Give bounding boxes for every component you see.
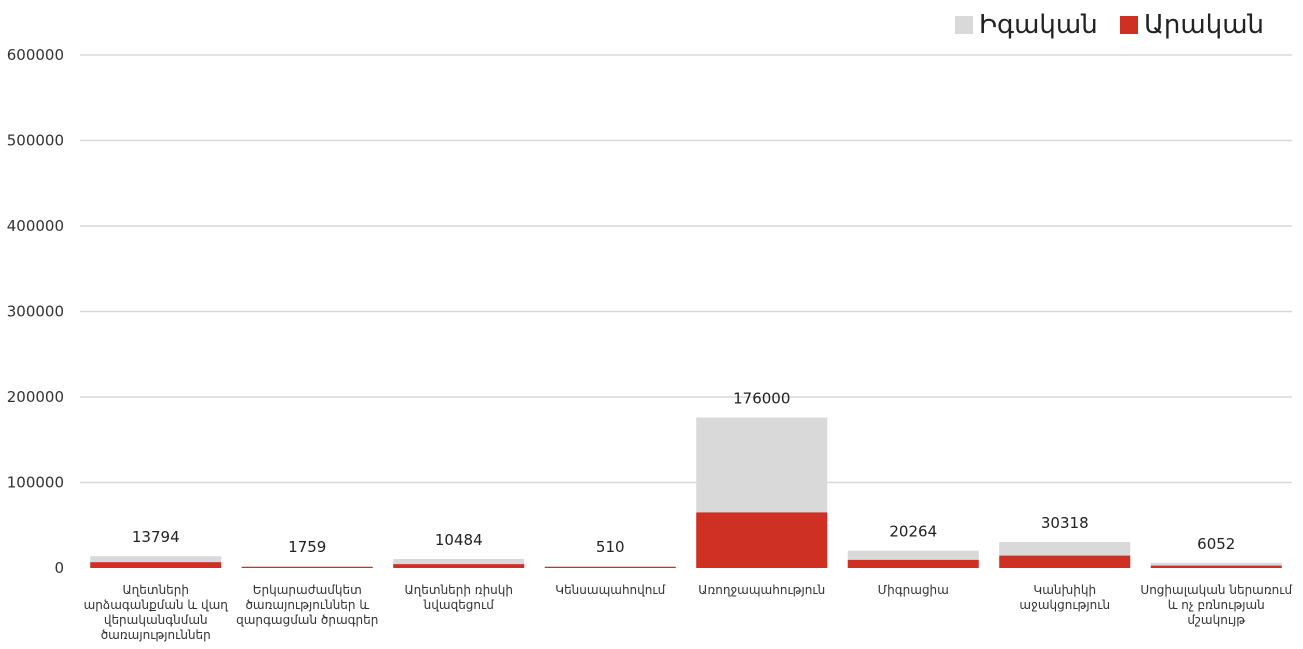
y-tick-label: 400000 — [7, 217, 64, 235]
legend-label-female: Իգական — [979, 10, 1098, 40]
bar-male — [90, 562, 222, 568]
bar-female — [1150, 562, 1282, 568]
y-axis-ticks: 0 100000 200000 300000 400000 500000 600000 — [7, 46, 64, 577]
bar-male — [393, 564, 525, 568]
data-label: 13794 — [132, 528, 180, 546]
bar-male — [847, 559, 979, 568]
category-label: Սոցիալական ներառում և ոչ բռնության մշակույ… — [1140, 583, 1292, 627]
category-label: Միգրացիա — [878, 583, 949, 597]
bar-male — [999, 555, 1131, 568]
data-label: 6052 — [1197, 535, 1235, 553]
category-label-line: վերականգնման — [104, 613, 208, 627]
y-tick-label: 500000 — [7, 132, 64, 150]
bars — [90, 417, 1282, 568]
category-label-line: Սոցիալական ներառում — [1140, 583, 1292, 597]
category-label-line: ծառայություններ — [101, 628, 211, 642]
data-label: 10484 — [435, 531, 483, 549]
y-tick-label: 600000 — [7, 46, 64, 64]
category-label-line: Կանխիկի — [1033, 583, 1096, 597]
category-label-line: Միգրացիա — [878, 583, 949, 597]
category-label-line: նվազեցում — [423, 598, 495, 612]
bar-female — [393, 559, 525, 568]
category-label-line: արձագանքման և վաղ — [84, 598, 229, 612]
category-label-line: Աղետների ռիսկի — [404, 583, 513, 597]
y-tick-label: 300000 — [7, 303, 64, 321]
category-label-line: ծառայություններ և — [245, 598, 369, 612]
category-label-line: Կենսապահովում — [555, 583, 665, 597]
bar-male — [696, 512, 828, 568]
y-tick-label: 200000 — [7, 388, 64, 406]
category-labels: Աղետների արձագանքման և վաղ վերականգնման ծառ… — [84, 583, 1293, 642]
category-label: Առողջապահություն — [698, 583, 825, 597]
y-tick-label: 0 — [54, 559, 64, 577]
data-label: 30318 — [1041, 514, 1089, 532]
category-label-line: մշակույթ — [1187, 613, 1245, 627]
data-label: 510 — [596, 538, 625, 556]
category-label: Աղետների արձագանքման և վաղ վերականգնման ծառ… — [84, 583, 229, 642]
category-label: Աղետների ռիսկի նվազեցում — [404, 583, 513, 612]
category-label-line: աջակցություն — [1019, 598, 1110, 612]
category-label-line: Երկարաժամկետ — [253, 583, 362, 597]
category-label: Կանխիկի աջակցություն — [1019, 583, 1110, 612]
data-labels: 13794 1759 10484 510 176000 20264 30318 6052 — [132, 390, 1235, 556]
data-label: 20264 — [889, 523, 937, 541]
category-label-line: և ոչ բռնության — [1168, 598, 1265, 612]
legend-swatch-male — [1120, 16, 1138, 34]
category-label: Երկարաժամկետ ծառայություններ և զարգացման ծ… — [236, 583, 378, 627]
y-tick-label: 100000 — [7, 474, 64, 492]
category-label-line: Առողջապահություն — [698, 583, 825, 597]
bar-female — [90, 556, 222, 568]
category-label-line: Աղետների — [122, 583, 189, 597]
legend-label-male: Արական — [1144, 10, 1264, 40]
bar-male — [1150, 565, 1282, 568]
legend-swatch-female — [955, 16, 973, 34]
bar-male — [241, 566, 373, 568]
data-label: 176000 — [733, 390, 790, 408]
category-label: Կենսապահովում — [555, 583, 665, 597]
legend: Իգական Արական — [955, 10, 1264, 40]
data-label: 1759 — [288, 538, 326, 556]
gridlines — [80, 54, 1292, 484]
category-label-line: զարգացման ծրագրեր — [236, 613, 378, 627]
bar-male — [544, 566, 676, 568]
